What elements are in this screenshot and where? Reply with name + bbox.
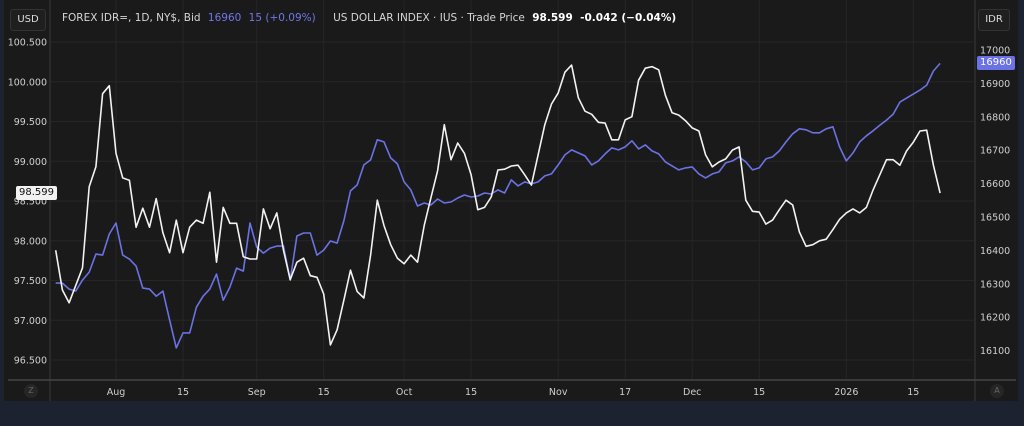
right-tick-label: 16800 <box>980 112 1010 123</box>
x-tick-label: 15 <box>177 387 189 398</box>
left-tick-label: 100.000 <box>8 77 47 88</box>
usd-series-description[interactable]: US DOLLAR INDEX · IUS · Trade Price <box>333 12 525 24</box>
x-tick-label: 15 <box>907 387 919 398</box>
idr-last-price-tag: 16960 <box>977 56 1015 71</box>
x-tick-label: 15 <box>753 387 765 398</box>
zoom-reset-button[interactable]: Z <box>24 384 38 398</box>
x-tick-label: 17 <box>619 387 631 398</box>
right-unit-button[interactable]: IDR <box>978 9 1010 31</box>
x-tick-label: 15 <box>465 387 477 398</box>
idr-line <box>55 62 941 349</box>
right-tick-label: 16900 <box>980 79 1010 90</box>
left-tick-label: 99.000 <box>14 157 47 168</box>
left-tick-label: 96.500 <box>14 356 47 367</box>
grid <box>51 0 974 379</box>
idr-series-description[interactable]: FOREX IDR=, 1D, NY$, Bid <box>62 12 201 24</box>
usd-index-line <box>54 64 941 346</box>
left-tick-label: 97.000 <box>14 316 47 327</box>
left-tick-label: 98.000 <box>14 236 47 247</box>
series-layer <box>54 62 941 349</box>
x-tick-label: 2026 <box>834 387 858 398</box>
left-tick-label: 99.500 <box>14 117 47 128</box>
right-tick-label: 16700 <box>980 146 1010 157</box>
right-tick-label: 16100 <box>980 346 1010 357</box>
usd-last-value: 98.599 <box>532 12 573 24</box>
right-tick-label: 16500 <box>980 213 1010 224</box>
x-tick-label: Nov <box>549 387 568 398</box>
left-tick-label: 98.500 <box>14 197 47 208</box>
idr-last-value: 16960 <box>207 12 242 24</box>
usd-last-price-tag: 98.599 <box>16 186 57 201</box>
x-tick-label: 15 <box>318 387 330 398</box>
x-tick-label: Aug <box>107 387 126 398</box>
right-tick-label: 16300 <box>980 279 1010 290</box>
x-tick-label: Dec <box>683 387 701 398</box>
idr-change: 15 (+0.09%) <box>248 12 316 24</box>
right-tick-label: 16600 <box>980 179 1010 190</box>
legend: FOREX IDR=, 1D, NY$, Bid 16960 15 (+0.09… <box>62 12 680 24</box>
right-tick-label: 17000 <box>980 46 1010 57</box>
left-tick-label: 97.500 <box>14 276 47 287</box>
usd-change: -0.042 (−0.04%) <box>580 12 677 24</box>
x-tick-label: Oct <box>396 387 413 398</box>
tick-labels: 100.500 100.000 99.500 99.000 98.500 98.000 97… <box>8 38 1011 399</box>
auto-scale-button[interactable]: A <box>990 384 1004 398</box>
right-tick-label: 16200 <box>980 313 1010 324</box>
right-tick-label: 16400 <box>980 246 1010 257</box>
left-unit-button[interactable]: USD <box>10 9 46 31</box>
left-tick-label: 100.500 <box>8 38 47 49</box>
x-tick-label: Sep <box>248 387 266 398</box>
